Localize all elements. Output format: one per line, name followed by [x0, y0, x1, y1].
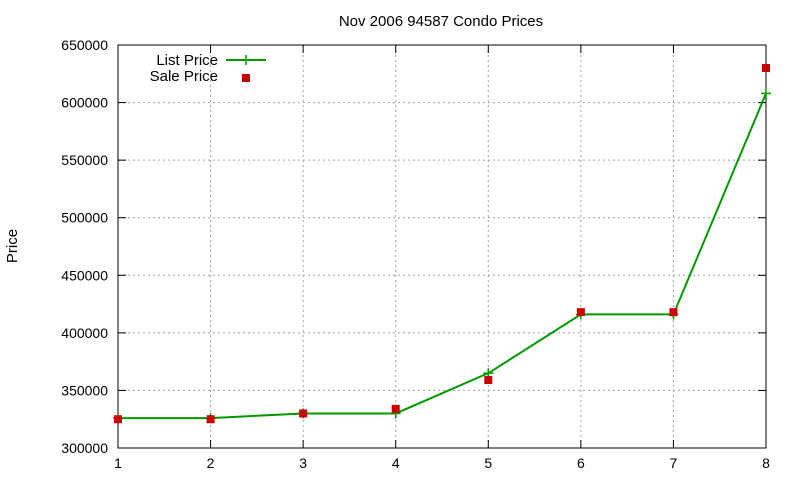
legend-label: Sale Price — [150, 68, 218, 85]
x-tick-label: 2 — [207, 455, 215, 471]
list-price-line — [118, 92, 767, 420]
sale-price-point — [391, 404, 400, 413]
x-tick-label: 8 — [762, 455, 770, 471]
sale-price-point — [206, 415, 215, 424]
y-tick-label: 650000 — [61, 37, 108, 53]
x-tick-label: 6 — [577, 455, 585, 471]
legend-label: List Price — [156, 52, 218, 69]
y-tick-label: 400000 — [61, 325, 108, 341]
y-tick-label: 500000 — [61, 210, 108, 226]
x-tick-label: 5 — [484, 455, 492, 471]
sale-price-point — [576, 308, 585, 317]
x-tick-label: 3 — [299, 455, 307, 471]
legend-item-list-price: List Price — [156, 52, 266, 69]
y-tick-label: 450000 — [61, 267, 108, 283]
y-tick-label: 300000 — [61, 440, 108, 456]
legend-marker — [241, 55, 251, 65]
series-sale-price — [114, 64, 770, 424]
y-tick-label: 350000 — [61, 382, 108, 398]
sale-price-point — [299, 409, 308, 418]
x-tick-label: 7 — [670, 455, 678, 471]
y-axis-label: Price — [4, 229, 21, 263]
sale-price-point — [484, 376, 493, 385]
axis-ticks: 300000 350000 400000 450000 500000 550000 6000… — [61, 37, 770, 471]
sale-price-point — [114, 415, 122, 424]
series — [113, 64, 771, 424]
legend-item-sale-price: Sale Price — [150, 68, 250, 85]
list-price-point — [761, 88, 771, 99]
grid — [118, 45, 766, 448]
series-list-price — [113, 88, 771, 424]
y-tick-label: 550000 — [61, 152, 108, 168]
sale-price-point — [762, 64, 770, 73]
plot-frame — [117, 44, 767, 449]
x-tick-label: 4 — [392, 455, 400, 471]
y-tick-label: 600000 — [61, 95, 108, 111]
sale-price-point — [669, 308, 678, 317]
chart-title: Nov 2006 94587 Condo Prices — [339, 13, 543, 30]
legend-marker — [242, 74, 250, 82]
x-tick-label: 1 — [114, 455, 122, 471]
